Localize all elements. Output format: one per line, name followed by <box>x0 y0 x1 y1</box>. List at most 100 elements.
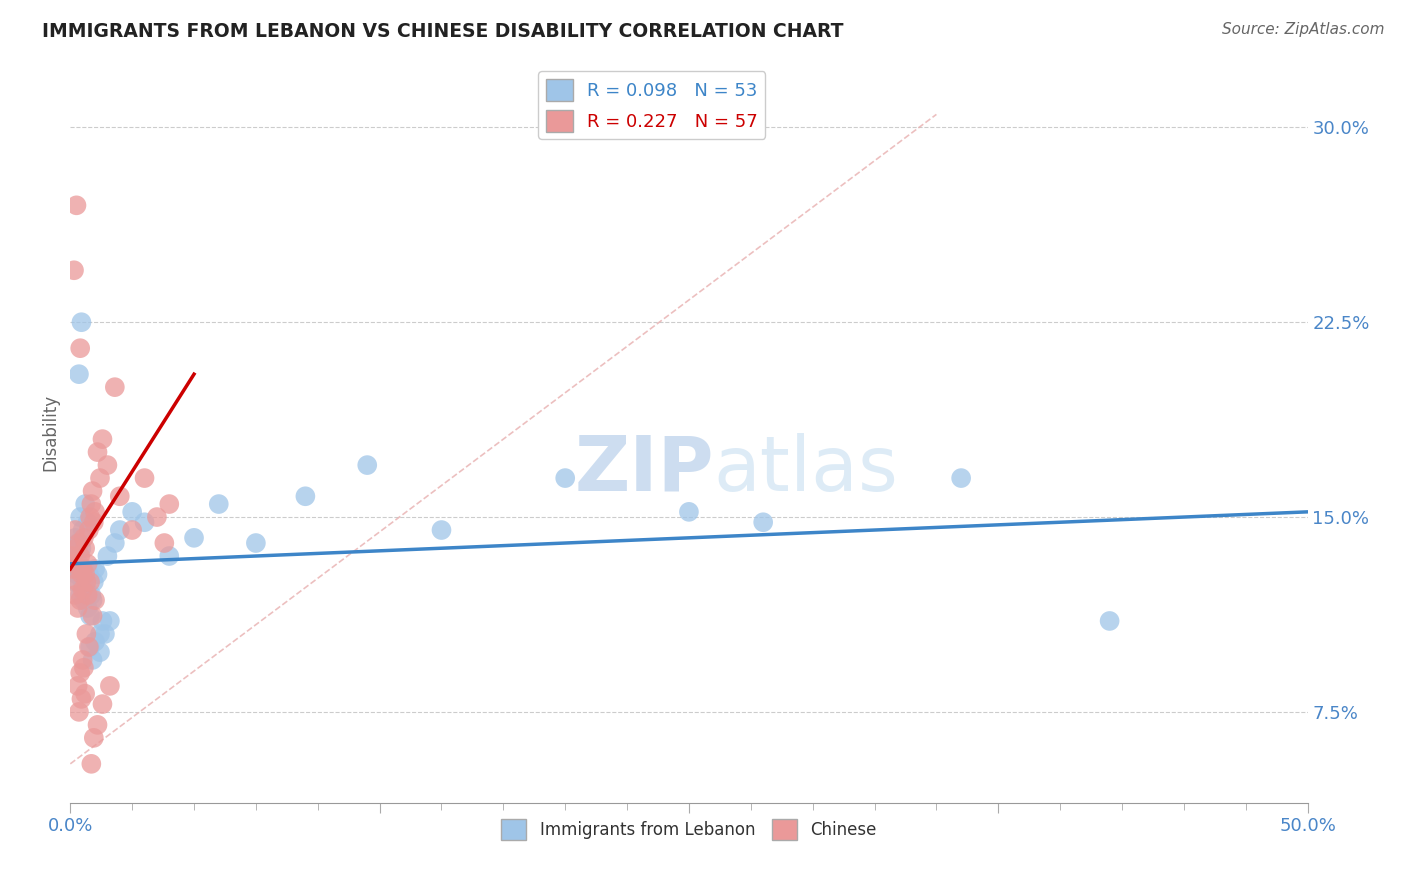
Point <box>75 497 97 511</box>
Point <box>294 489 316 503</box>
Point <box>83 515 105 529</box>
Point <box>70 567 93 582</box>
Point <box>69 593 91 607</box>
Point <box>69 588 91 602</box>
Point <box>69 665 91 680</box>
Point <box>70 692 93 706</box>
Point <box>121 523 143 537</box>
Point <box>80 756 103 771</box>
Point <box>121 505 143 519</box>
Point <box>65 531 87 545</box>
Text: IMMIGRANTS FROM LEBANON VS CHINESE DISABILITY CORRELATION CHART: IMMIGRANTS FROM LEBANON VS CHINESE DISAB… <box>42 22 844 41</box>
Legend: Immigrants from Lebanon, Chinese: Immigrants from Lebanon, Chinese <box>495 813 883 847</box>
Point <box>752 515 775 529</box>
Point <box>67 536 90 550</box>
Point <box>104 380 127 394</box>
Point <box>98 614 121 628</box>
Point <box>79 640 101 654</box>
Point <box>66 541 89 556</box>
Point <box>82 653 104 667</box>
Point <box>84 562 107 576</box>
Point <box>72 562 94 576</box>
Point <box>63 557 86 571</box>
Point <box>950 471 973 485</box>
Point <box>76 588 98 602</box>
Point <box>146 510 169 524</box>
Point <box>98 679 121 693</box>
Point <box>66 536 89 550</box>
Point <box>72 653 94 667</box>
Point <box>84 593 107 607</box>
Point <box>430 523 453 537</box>
Point <box>70 541 93 556</box>
Point <box>554 471 576 485</box>
Point <box>66 574 89 589</box>
Point <box>86 445 108 459</box>
Point <box>356 458 378 472</box>
Point <box>134 515 156 529</box>
Point <box>96 458 118 472</box>
Point <box>75 562 97 576</box>
Point <box>94 627 117 641</box>
Point <box>77 523 100 537</box>
Point <box>69 549 91 563</box>
Point <box>83 731 105 745</box>
Point <box>67 705 90 719</box>
Point <box>69 510 91 524</box>
Text: Source: ZipAtlas.com: Source: ZipAtlas.com <box>1222 22 1385 37</box>
Point <box>91 697 114 711</box>
Point <box>65 567 87 582</box>
Point <box>63 562 86 576</box>
Point <box>91 614 114 628</box>
Point <box>75 567 97 582</box>
Point <box>89 471 111 485</box>
Point <box>82 484 104 499</box>
Point <box>79 574 101 589</box>
Point <box>157 497 180 511</box>
Point <box>65 574 87 589</box>
Point <box>76 557 98 571</box>
Point <box>157 549 180 563</box>
Point <box>1098 614 1121 628</box>
Point <box>153 536 176 550</box>
Point <box>67 557 90 571</box>
Point <box>60 549 83 563</box>
Point <box>79 608 101 623</box>
Point <box>77 640 100 654</box>
Point <box>84 634 107 648</box>
Point <box>134 471 156 485</box>
Point <box>678 505 700 519</box>
Point <box>77 567 100 582</box>
Point <box>72 574 94 589</box>
Point <box>75 627 97 641</box>
Point <box>80 497 103 511</box>
Point <box>65 541 87 556</box>
Point <box>65 198 87 212</box>
Point <box>66 601 89 615</box>
Point <box>75 687 97 701</box>
Point <box>86 718 108 732</box>
Point <box>245 536 267 550</box>
Point <box>208 497 231 511</box>
Point <box>83 574 105 589</box>
Point <box>65 588 87 602</box>
Text: atlas: atlas <box>714 433 898 507</box>
Point <box>75 574 97 589</box>
Point <box>108 489 131 503</box>
Point <box>63 263 86 277</box>
Point <box>65 523 87 537</box>
Point <box>82 608 104 623</box>
Point <box>91 432 114 446</box>
Point <box>108 523 131 537</box>
Point <box>80 588 103 602</box>
Point <box>79 510 101 524</box>
Point <box>73 661 96 675</box>
Point <box>70 315 93 329</box>
Point <box>73 593 96 607</box>
Point <box>84 505 107 519</box>
Point <box>75 541 97 556</box>
Y-axis label: Disability: Disability <box>41 394 59 471</box>
Point <box>72 582 94 597</box>
Point <box>62 549 84 563</box>
Point <box>183 531 205 545</box>
